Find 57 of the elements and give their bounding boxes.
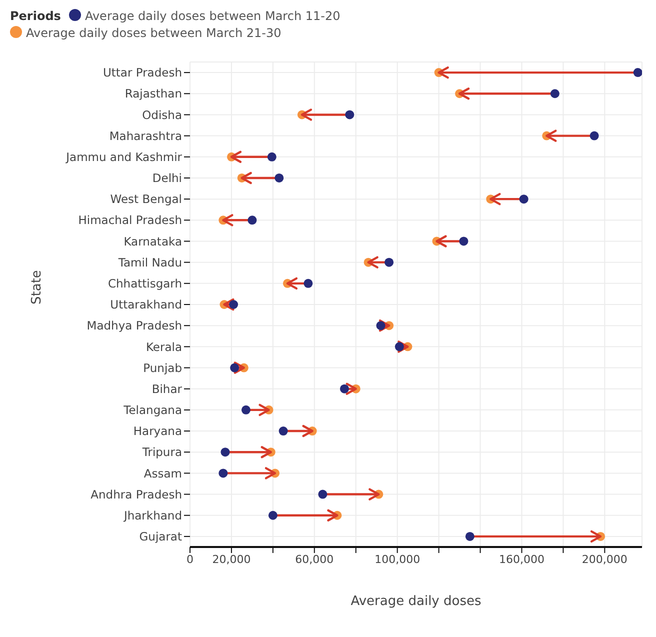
y-tick-label: Maharashtra: [109, 128, 182, 143]
point: [459, 236, 468, 246]
point: [590, 131, 599, 140]
point: [384, 258, 394, 267]
y-tick-label: Tamil Nadu: [117, 255, 182, 270]
point: [274, 173, 284, 182]
legend-label: Average daily doses between March 11-20: [84, 9, 340, 23]
y-tick-label: Rajasthan: [124, 86, 182, 101]
y-tick-label: Delhi: [152, 171, 182, 186]
point: [278, 426, 288, 436]
y-tick-label: Jammu and Kashmir: [65, 150, 182, 164]
point: [345, 110, 354, 120]
y-tick-label: Assam: [144, 466, 182, 480]
y-tick-label: Haryana: [133, 424, 182, 438]
point: [267, 152, 276, 162]
y-tick-label: Andhra Pradesh: [90, 487, 182, 502]
y-tick-label: Bihar: [152, 382, 182, 396]
point: [394, 342, 404, 352]
y-tick-label: Telangana: [122, 403, 182, 418]
y-tick-label: Chhattisgarh: [108, 276, 182, 290]
point: [465, 532, 474, 541]
x-tick-label: 0: [186, 552, 194, 566]
point: [376, 321, 386, 330]
y-tick-label: Punjab: [143, 360, 182, 375]
point: [550, 89, 560, 98]
legend-title: Periods: [10, 9, 61, 23]
point: [268, 510, 278, 520]
x-axis-title: Average daily doses: [350, 594, 482, 609]
y-tick-label: Jharkhand: [122, 508, 182, 522]
point: [248, 216, 257, 225]
y-tick-label: Madhya Pradesh: [86, 318, 182, 333]
point: [241, 405, 250, 414]
x-tick-label: 60,000: [295, 552, 334, 566]
y-tick-label: Karnataka: [124, 234, 182, 248]
point: [229, 300, 238, 309]
point: [340, 384, 349, 394]
x-tick-label: 20,000: [212, 552, 251, 566]
y-tick-label: Tripura: [141, 445, 182, 460]
y-tick-label: Odisha: [142, 108, 182, 122]
y-tick-label: Uttarakhand: [110, 298, 182, 312]
x-tick-label: 200,000: [582, 552, 628, 566]
y-tick-label: Kerala: [146, 340, 182, 354]
point: [318, 490, 328, 499]
point: [218, 468, 228, 478]
point: [519, 194, 528, 204]
point: [220, 448, 230, 457]
legend-label: Average daily doses between March 21-30: [26, 26, 282, 40]
y-tick-label: Himachal Pradesh: [78, 213, 182, 228]
x-tick-label: 160,000: [498, 552, 544, 566]
y-tick-label: West Bengal: [110, 192, 182, 206]
point: [633, 68, 642, 78]
y-tick-label: Uttar Pradesh: [102, 66, 182, 80]
point: [304, 278, 313, 288]
y-axis-title: State: [30, 270, 45, 304]
point: [230, 363, 240, 372]
x-tick-label: 100,000: [374, 552, 420, 566]
y-tick-label: Gujarat: [139, 530, 182, 544]
